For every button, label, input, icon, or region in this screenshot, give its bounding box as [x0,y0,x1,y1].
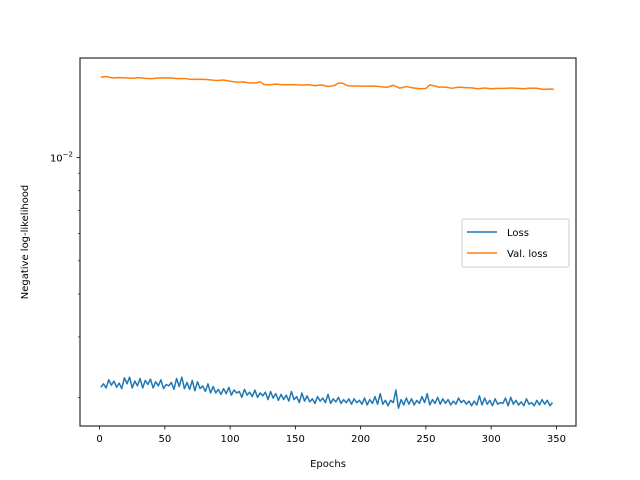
legend-label-val-loss: Val. loss [507,249,548,260]
series-layer [100,75,554,409]
y-minor-ticks [78,172,80,398]
y-tick-label: 10−2 [50,151,73,165]
plot-area [79,57,577,427]
series-line-loss [100,376,554,409]
y-major-ticks: 10−2 [50,151,80,165]
x-tick-label: 300 [482,434,501,445]
legend: Loss Val. loss [461,218,570,268]
axes-frame [79,57,577,427]
x-tick-label: 200 [351,434,370,445]
series-line-val-loss [100,75,554,91]
y-axis: 10−2 [50,151,80,398]
x-tick-label: 350 [547,434,566,445]
legend-box [461,218,570,268]
x-tick-label: 150 [286,434,305,445]
x-axis-label: Epochs [310,459,346,470]
x-tick-label: 100 [221,434,240,445]
x-axis: 0 50 100 150 200 250 300 350 [96,426,566,445]
y-axis-label: Negative log-likelihood [20,185,31,300]
x-tick-label: 50 [158,434,171,445]
x-tick-label: 250 [416,434,435,445]
x-tick-label: 0 [96,434,102,445]
legend-label-loss: Loss [507,228,529,239]
